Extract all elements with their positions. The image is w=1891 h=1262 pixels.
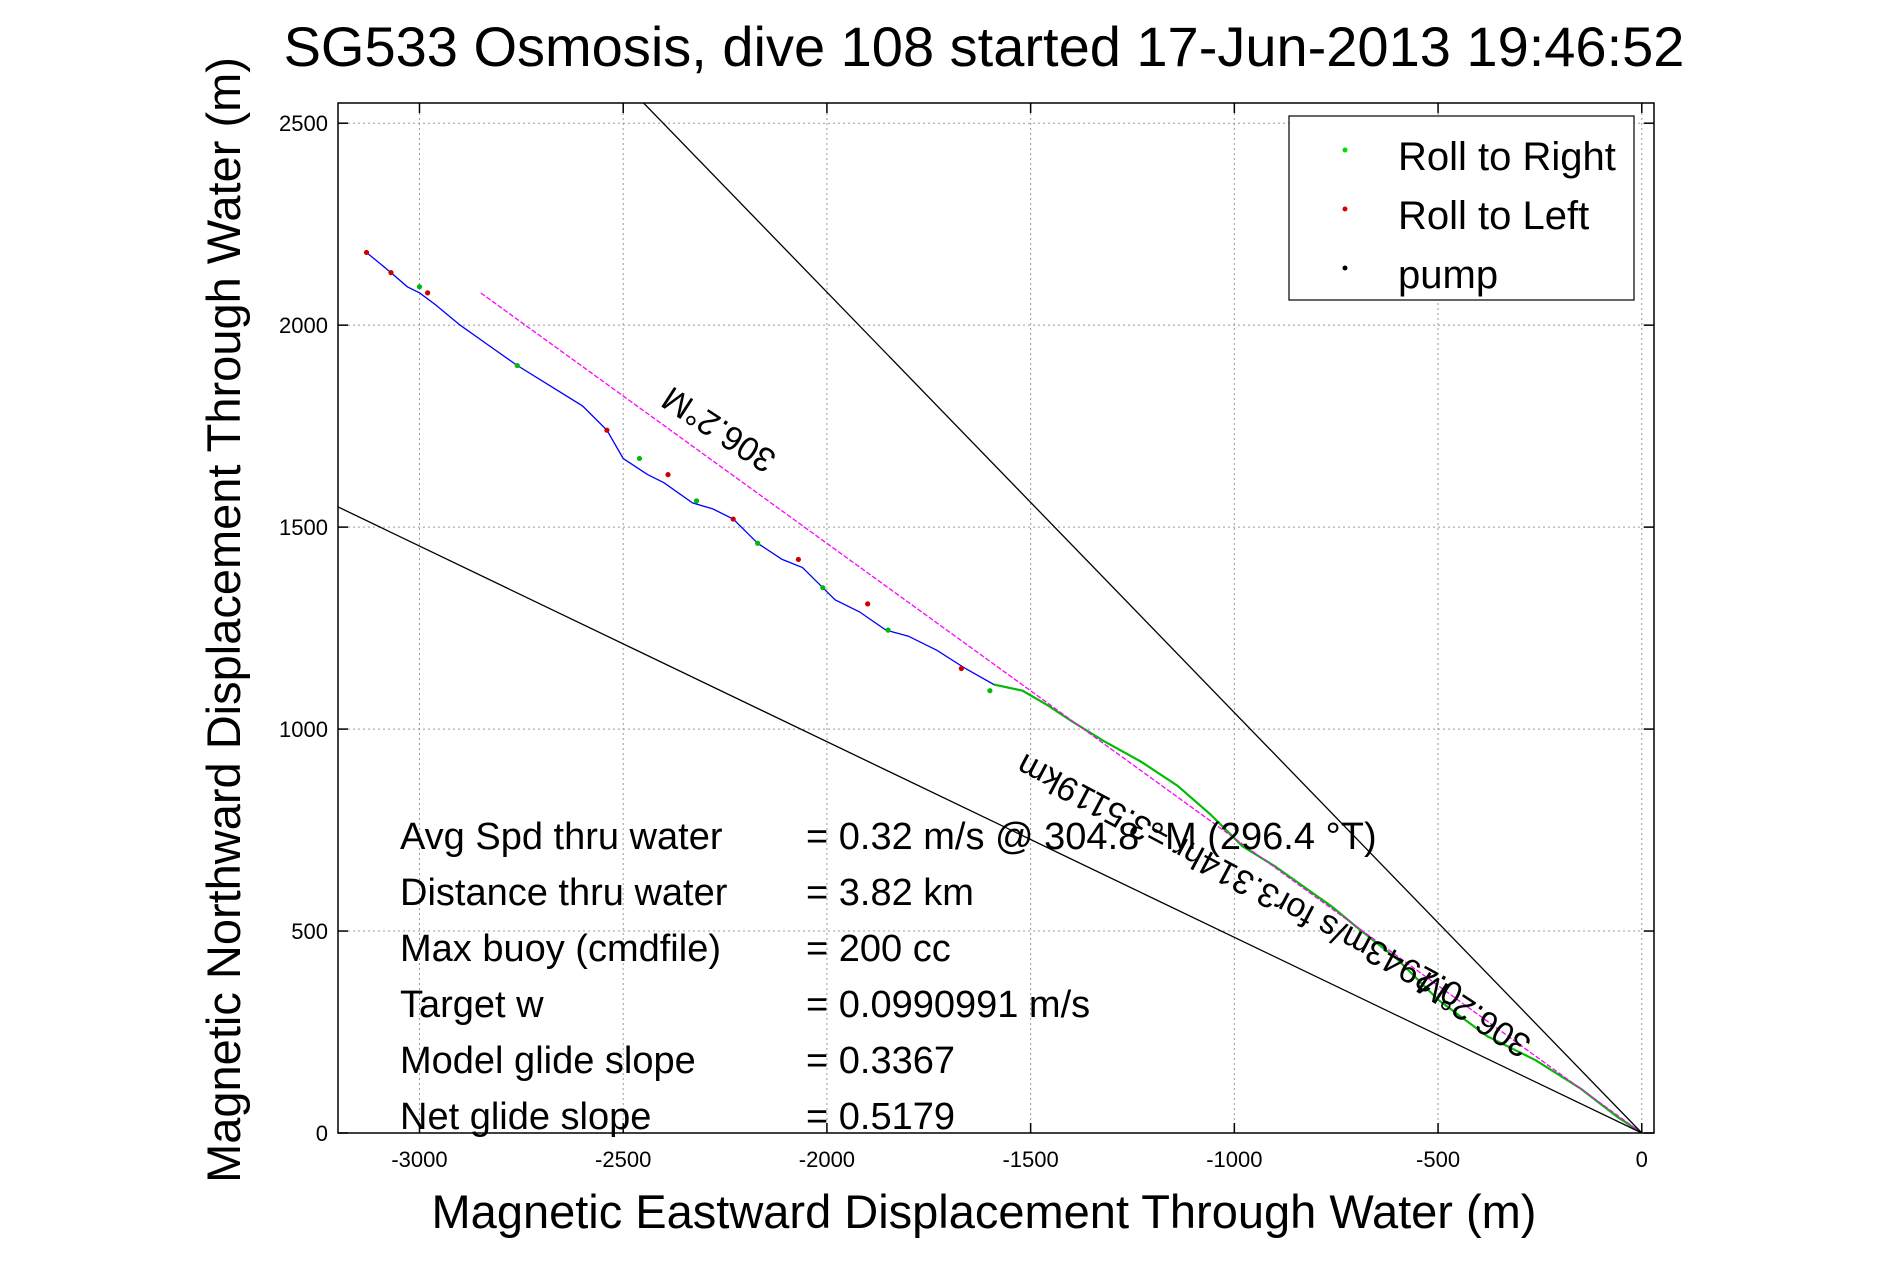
stat-value: = 200 cc — [806, 928, 951, 970]
series-bound-1 — [643, 103, 1643, 1133]
x-tick-label: -1500 — [1002, 1147, 1058, 1172]
y-tick-label: 0 — [316, 1121, 328, 1146]
x-tick-label: -2500 — [595, 1147, 651, 1172]
stat-label: Net glide slope — [400, 1096, 651, 1138]
legend-marker-roll-left — [1342, 206, 1348, 212]
roll-left-point — [958, 665, 964, 672]
y-ticks: 0 500 1000 1500 2000 2500 — [279, 111, 1654, 1146]
roll-right-point — [885, 627, 891, 633]
roll-left-point — [425, 290, 431, 296]
x-axis-label: Magnetic Eastward Displacement Through W… — [432, 1185, 1537, 1238]
stat-label: Distance thru water — [400, 872, 728, 914]
series-heading-line — [480, 292, 1643, 1133]
stat-label: Model glide slope — [400, 1040, 696, 1082]
x-tick-label: 0 — [1636, 1147, 1648, 1172]
series-bound-2 — [338, 506, 1643, 1133]
legend: Roll to Right Roll to Left pump — [1288, 115, 1635, 301]
x-ticks: -3000 -2500 -2000 -1500 -1000 -500 0 — [391, 103, 1648, 1172]
roll-left-point — [363, 249, 370, 256]
roll-right-point — [636, 455, 643, 462]
x-tick-label: -500 — [1416, 1147, 1460, 1172]
y-tick-label: 2000 — [279, 313, 328, 338]
axes-box — [337, 102, 1655, 1134]
roll-left-point — [604, 427, 610, 433]
stat-label: Avg Spd thru water — [400, 816, 723, 858]
roll-right-point — [987, 688, 993, 694]
stat-label: Target w — [400, 984, 544, 1026]
roll-left-point — [730, 516, 736, 522]
legend-label-roll-right: Roll to Right — [1398, 135, 1616, 179]
stat-value: = 3.82 km — [806, 872, 974, 914]
roll-right-point — [693, 498, 700, 504]
roll-left-point — [665, 472, 671, 478]
legend-label-roll-left: Roll to Left — [1398, 194, 1589, 238]
x-tick-label: -3000 — [391, 1147, 447, 1172]
roll-right-point — [514, 362, 520, 369]
stats-block: Avg Spd thru water = 0.32 m/s @ 304.8 °M … — [400, 816, 1377, 1138]
stat-value: = 0.5179 — [806, 1096, 955, 1138]
x-tick-label: -2000 — [799, 1147, 855, 1172]
legend-marker-pump — [1342, 265, 1348, 271]
legend-marker-roll-right — [1342, 147, 1348, 153]
data-layer — [338, 103, 1643, 1133]
stat-value: = 0.32 m/s @ 304.8 °M (296.4 °T) — [806, 816, 1377, 858]
roll-left-point — [795, 556, 801, 563]
roll-left-point — [388, 270, 394, 276]
y-tick-label: 500 — [291, 919, 328, 944]
y-tick-label: 1500 — [279, 515, 328, 540]
roll-right-point — [416, 284, 423, 290]
stat-value: = 0.3367 — [806, 1040, 955, 1082]
y-tick-label: 1000 — [279, 717, 328, 742]
chart-title: SG533 Osmosis, dive 108 started 17-Jun-2… — [284, 15, 1685, 78]
stat-label: Max buoy (cmdfile) — [400, 928, 721, 970]
legend-label-pump: pump — [1398, 253, 1498, 297]
y-axis-label: Magnetic Northward Displacement Through … — [197, 57, 250, 1183]
y-tick-label: 2500 — [279, 111, 328, 136]
roll-right-point — [755, 540, 761, 546]
x-tick-label: -1000 — [1206, 1147, 1262, 1172]
roll-right-point — [820, 585, 826, 591]
stat-value: = 0.0990991 m/s — [806, 984, 1090, 1026]
roll-left-point — [865, 601, 871, 607]
